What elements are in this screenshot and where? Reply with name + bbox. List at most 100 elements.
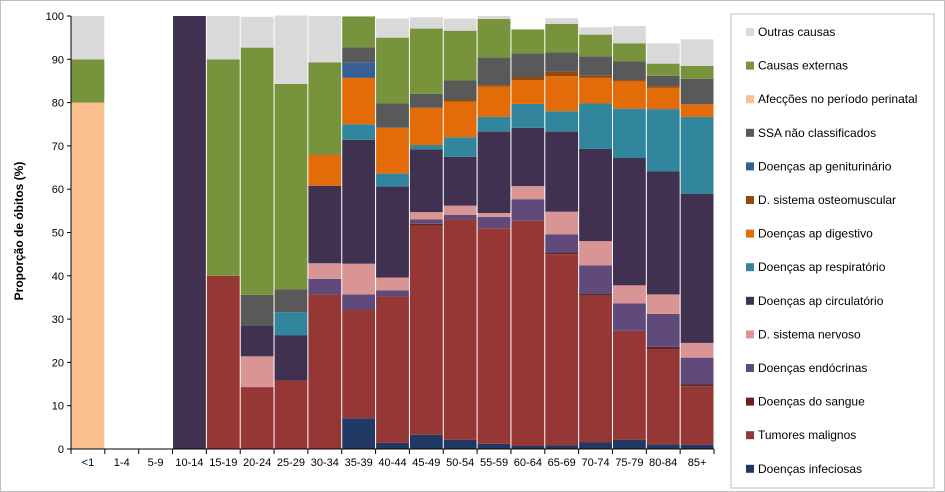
y-tick-label: 10 — [52, 401, 64, 413]
bar-segment — [342, 16, 376, 48]
bar-segment — [680, 444, 714, 449]
bar-segment — [477, 443, 511, 449]
bar-segment — [579, 77, 612, 104]
bar-segment — [477, 213, 511, 217]
bar-segment — [443, 156, 477, 206]
bar-segment — [409, 145, 443, 150]
bar-segment — [409, 434, 443, 449]
bar-segment — [511, 53, 545, 78]
bar-segment — [579, 103, 612, 149]
x-tick-label: 65-69 — [548, 457, 576, 469]
y-axis-title: Proporção de óbitos (%) — [12, 162, 26, 301]
bar-segment — [308, 62, 342, 155]
bar-segment — [545, 52, 579, 72]
y-tick-label: 80 — [52, 98, 64, 110]
bar-segment — [71, 102, 105, 449]
y-tick-label: 100 — [46, 11, 64, 23]
bar-segment — [206, 275, 240, 449]
bar-segment — [308, 154, 342, 186]
x-tick-label: 35-39 — [345, 457, 373, 469]
bar-segment — [646, 75, 680, 87]
bar-segment — [240, 387, 274, 449]
legend-label: D. sistema osteomuscular — [758, 193, 896, 207]
x-tick-label: 20-24 — [243, 457, 271, 469]
legend-swatch — [746, 364, 754, 372]
legend-swatch — [746, 95, 754, 104]
bar-segment — [545, 234, 579, 253]
bar-segment — [240, 47, 274, 295]
bar-segment — [443, 137, 477, 157]
legend-label: Doenças do sangue — [758, 395, 865, 409]
bar-segment — [71, 16, 105, 60]
legend-label: Afecções no período perinatal — [758, 92, 917, 106]
legend-swatch — [746, 162, 754, 171]
x-tick-label: 70-74 — [581, 457, 609, 469]
bar-segment — [477, 131, 511, 214]
bar-segment — [579, 148, 612, 242]
bar-segment — [612, 330, 646, 440]
bar-segment — [443, 439, 477, 449]
legend-label: Tumores malignos — [758, 428, 856, 442]
legend-swatch — [746, 128, 754, 137]
bar-segment — [409, 219, 443, 224]
y-tick-label: 50 — [52, 228, 64, 240]
legend-label: SSA não classificados — [758, 126, 876, 140]
bar-segment — [206, 16, 240, 60]
x-tick-label: 85+ — [688, 457, 707, 469]
x-tick-label: 1-4 — [114, 457, 130, 469]
bar-segment — [376, 442, 409, 449]
bar-segment — [443, 101, 477, 138]
legend-label: Doenças infeciosas — [758, 462, 862, 476]
bar-segment — [342, 124, 376, 140]
bar-segment — [612, 81, 646, 109]
bar-segment — [71, 59, 105, 103]
bar-segment — [376, 37, 409, 104]
bar-segment — [240, 16, 274, 48]
bar-segment — [376, 290, 409, 297]
legend-swatch — [746, 61, 754, 70]
legend-swatch — [746, 431, 754, 440]
bar-segment — [545, 252, 579, 255]
bar-segment — [646, 109, 680, 172]
bar-segment — [680, 78, 714, 105]
y-axis: 0 10 20 30 40 50 60 70 80 90 100 — [46, 11, 72, 456]
bar-segment — [646, 63, 680, 76]
bar-segment — [240, 325, 274, 357]
y-tick-label: 60 — [52, 184, 64, 196]
bar-segment — [646, 43, 680, 64]
bar-segment — [409, 107, 443, 146]
bar-segment — [409, 212, 443, 220]
bar-segment — [477, 19, 511, 58]
bar-segment — [443, 80, 477, 101]
bar-segment — [342, 62, 376, 78]
x-tick-label: 15-19 — [209, 457, 237, 469]
y-tick-label: 20 — [52, 357, 64, 369]
bar-segment — [511, 186, 545, 200]
legend: Outras causas Causas externas Afecções no … — [730, 13, 935, 489]
bar-segment — [308, 278, 342, 295]
bar-segment — [409, 93, 443, 108]
bar-segment — [477, 57, 511, 86]
bar-segment — [443, 30, 477, 81]
x-tick-label: 60-64 — [514, 457, 542, 469]
bar-segment — [646, 87, 680, 110]
bar-segment — [545, 254, 579, 446]
bar-segment — [274, 335, 308, 381]
bar-segment — [612, 285, 646, 304]
bar-segment — [612, 43, 646, 62]
bar-segment — [342, 418, 376, 449]
bar-segment — [240, 356, 274, 388]
bar-segment — [579, 75, 612, 78]
bar-segment — [511, 80, 545, 104]
bar-segment — [680, 104, 714, 117]
bar-segment — [545, 131, 579, 212]
bar-segment — [274, 312, 308, 336]
bar-segment — [308, 294, 342, 449]
x-tick-label: 10-14 — [175, 457, 203, 469]
bar-segment — [376, 127, 409, 174]
bar-segment — [646, 294, 680, 314]
legend-swatch — [746, 296, 754, 305]
legend-swatch — [746, 263, 754, 272]
legend-label: Outras causas — [758, 25, 835, 39]
